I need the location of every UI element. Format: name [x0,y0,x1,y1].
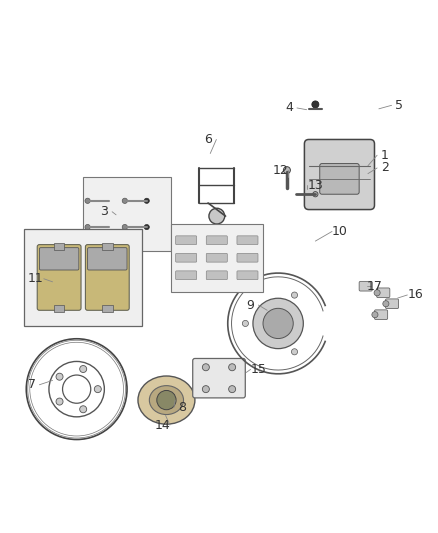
FancyBboxPatch shape [176,236,197,245]
Circle shape [80,406,87,413]
FancyBboxPatch shape [193,359,245,398]
Circle shape [202,386,209,393]
FancyBboxPatch shape [237,236,258,245]
Bar [171,224,263,292]
Text: 13: 13 [307,179,323,192]
Text: 1: 1 [381,149,389,161]
Circle shape [85,198,90,204]
Circle shape [157,391,176,410]
Text: 17: 17 [367,280,383,293]
FancyBboxPatch shape [85,245,129,310]
Text: 3: 3 [100,205,108,218]
FancyBboxPatch shape [206,236,227,245]
Bar [24,229,142,326]
FancyBboxPatch shape [176,253,197,262]
Text: 4: 4 [285,101,293,115]
FancyBboxPatch shape [359,281,372,291]
Text: 15: 15 [251,363,266,376]
Circle shape [283,167,290,174]
FancyBboxPatch shape [320,164,359,194]
Ellipse shape [149,386,184,415]
FancyBboxPatch shape [237,271,258,280]
Circle shape [383,301,389,307]
Circle shape [122,198,127,204]
Text: 8: 8 [178,401,186,414]
Bar [102,243,113,251]
Circle shape [144,198,149,204]
Text: 16: 16 [407,288,423,302]
Text: 14: 14 [154,418,170,432]
FancyBboxPatch shape [88,248,127,270]
Bar [54,304,64,312]
Circle shape [144,224,149,230]
FancyBboxPatch shape [304,140,374,209]
Text: 7: 7 [28,378,35,391]
Text: 2: 2 [381,161,389,174]
Circle shape [253,298,303,349]
Ellipse shape [138,376,195,424]
Circle shape [85,224,90,230]
Bar [83,177,171,251]
Circle shape [80,366,87,373]
Text: 5: 5 [396,99,403,112]
Circle shape [313,191,318,197]
Circle shape [122,224,127,230]
Circle shape [56,398,63,405]
FancyBboxPatch shape [176,271,197,280]
Text: 6: 6 [205,133,212,146]
FancyBboxPatch shape [37,245,81,310]
FancyBboxPatch shape [206,271,227,280]
Circle shape [229,364,236,371]
Bar [102,304,113,312]
FancyBboxPatch shape [39,248,79,270]
Text: 9: 9 [247,298,254,312]
Circle shape [229,386,236,393]
Circle shape [291,349,297,355]
FancyBboxPatch shape [206,253,227,262]
Circle shape [94,386,101,393]
Circle shape [56,373,63,380]
Circle shape [312,101,319,108]
FancyBboxPatch shape [377,288,390,297]
FancyBboxPatch shape [385,299,399,309]
Text: 10: 10 [332,225,348,238]
Circle shape [374,290,380,296]
Circle shape [291,292,297,298]
Text: 11: 11 [28,272,44,285]
FancyBboxPatch shape [374,310,388,319]
Circle shape [209,208,225,224]
Circle shape [263,308,293,338]
FancyBboxPatch shape [237,253,258,262]
Circle shape [202,364,209,371]
Text: 12: 12 [272,164,288,176]
Circle shape [242,320,248,327]
Circle shape [372,312,378,318]
Bar [54,243,64,251]
